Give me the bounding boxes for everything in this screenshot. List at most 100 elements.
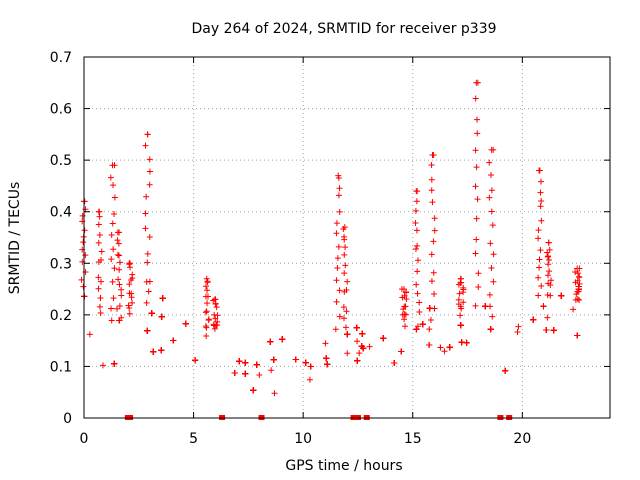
data-point — [95, 274, 102, 281]
data-point — [118, 286, 125, 293]
data-point — [486, 194, 493, 201]
data-point — [366, 343, 373, 350]
data-point — [487, 172, 494, 179]
data-point — [81, 227, 88, 234]
data-point — [116, 266, 123, 273]
data-point — [334, 255, 341, 262]
data-point — [342, 244, 349, 251]
data-point — [437, 344, 444, 351]
data-point — [205, 316, 212, 323]
data-point — [118, 292, 125, 299]
data-point — [79, 212, 86, 219]
data-point — [488, 265, 495, 272]
x-tick-label: 5 — [189, 431, 198, 447]
data-point — [146, 168, 153, 175]
data-point — [336, 313, 343, 320]
data-point — [108, 256, 115, 263]
data-point — [415, 257, 422, 264]
data-point — [475, 283, 482, 290]
data-point — [111, 360, 118, 367]
data-point — [114, 305, 121, 312]
data-point — [334, 265, 341, 272]
data-point — [413, 227, 420, 234]
data-point — [170, 337, 177, 344]
data-point — [572, 279, 579, 286]
data-point — [474, 130, 481, 137]
data-point — [412, 220, 419, 227]
data-point — [145, 288, 152, 295]
x-tick-label: 10 — [294, 431, 312, 447]
data-point — [412, 245, 419, 252]
data-point — [487, 303, 494, 310]
data-point — [80, 239, 87, 246]
data-point — [536, 264, 543, 271]
data-point — [158, 347, 165, 354]
data-point — [335, 243, 342, 250]
data-point — [428, 278, 435, 285]
data-point — [354, 357, 361, 364]
data-point — [544, 249, 551, 256]
data-point — [472, 183, 479, 190]
data-point — [414, 242, 421, 249]
data-point — [427, 317, 434, 324]
data-point — [203, 324, 210, 331]
data-point — [144, 327, 151, 334]
data-point — [143, 193, 150, 200]
data-point — [202, 323, 209, 330]
data-point — [344, 278, 351, 285]
data-point — [333, 230, 340, 237]
data-point — [535, 292, 542, 299]
data-point — [544, 291, 551, 298]
y-tick-label: 0.3 — [50, 256, 72, 272]
data-point — [457, 275, 464, 282]
data-point — [412, 207, 419, 214]
data-point — [487, 240, 494, 247]
data-point — [204, 300, 211, 307]
data-point — [472, 95, 479, 102]
data-point — [335, 192, 342, 199]
data-point — [473, 164, 480, 171]
data-point — [574, 270, 581, 277]
data-point — [86, 331, 93, 338]
data-point — [343, 286, 350, 293]
data-point — [548, 277, 555, 284]
data-point — [256, 371, 263, 378]
data-point — [576, 280, 583, 287]
data-point — [128, 290, 135, 297]
data-point — [538, 217, 545, 224]
data-point — [202, 309, 209, 316]
data-point — [158, 313, 165, 320]
data-point — [98, 248, 105, 255]
y-tick-label: 0.4 — [50, 205, 72, 221]
data-point — [108, 232, 115, 239]
grid — [84, 57, 610, 418]
data-point — [336, 287, 343, 294]
data-point — [143, 278, 150, 285]
data-point — [474, 116, 481, 123]
data-point — [111, 265, 118, 272]
data-point — [333, 220, 340, 227]
data-point — [129, 271, 136, 278]
data-point — [489, 313, 496, 320]
data-point — [202, 293, 209, 300]
data-point — [546, 246, 553, 253]
data-point — [547, 281, 554, 288]
data-point — [431, 291, 438, 298]
data-point — [430, 269, 437, 276]
plot-frame — [83, 56, 611, 419]
data-point — [99, 362, 106, 369]
data-point — [489, 222, 496, 229]
data-point — [109, 162, 116, 169]
data-point — [210, 321, 217, 328]
data-point — [96, 208, 103, 215]
data-point — [514, 328, 521, 335]
data-point — [431, 305, 438, 312]
data-point — [341, 233, 348, 240]
data-point — [575, 288, 582, 295]
data-point — [114, 237, 121, 244]
data-point — [108, 317, 115, 324]
data-point — [457, 322, 464, 329]
data-point — [401, 316, 408, 323]
data-point — [558, 292, 565, 299]
